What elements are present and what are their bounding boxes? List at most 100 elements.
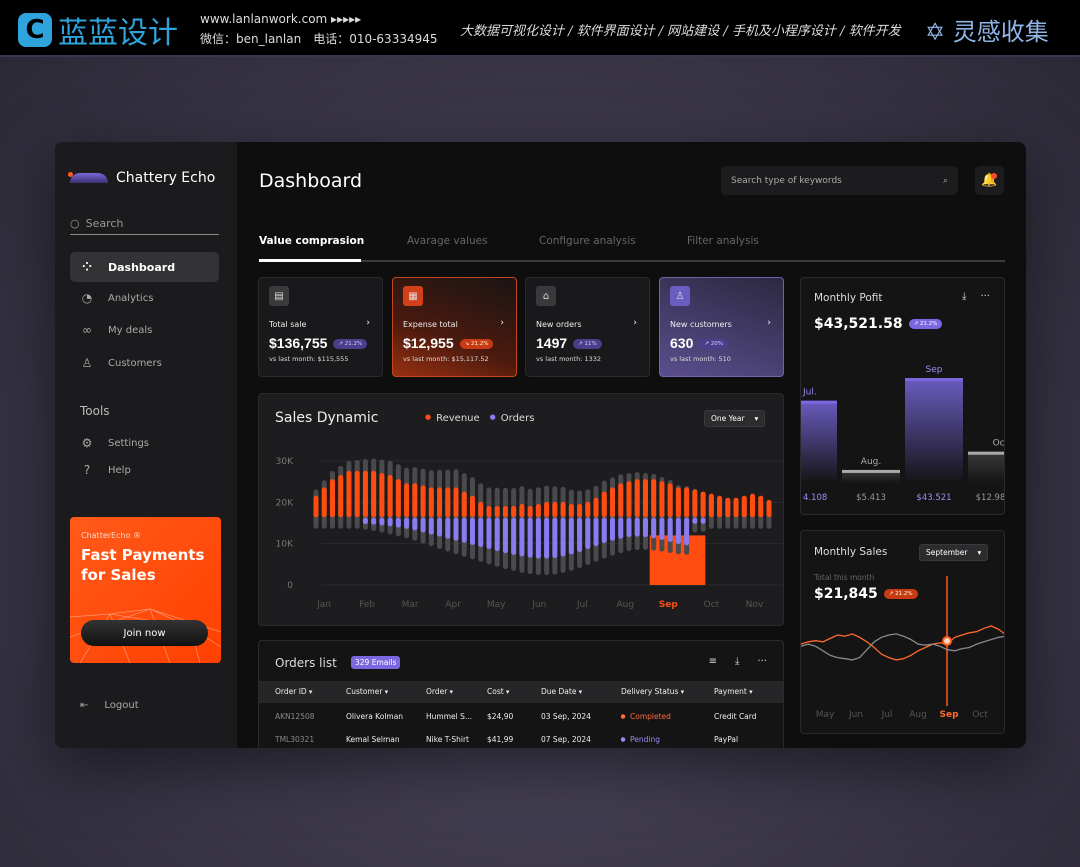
column-header[interactable]: Order <box>426 687 453 696</box>
profit-value-label: 4.108 <box>803 493 827 503</box>
chart-title: Sales Dynamic <box>275 410 379 426</box>
orders-list-card: Orders list 329 Emails ≡ ⤓ ··· Order ID Cus… <box>258 640 784 748</box>
sales-line-current <box>801 625 1004 661</box>
sidebar-item-customers[interactable]: ♙ Customers <box>70 348 219 378</box>
x-tick-label: Oct <box>972 710 988 720</box>
chart-legend: Revenue Orders <box>425 413 534 424</box>
y-tick-label: 30K <box>276 457 294 467</box>
filter-icon[interactable]: ≡ <box>708 656 718 667</box>
tab-average-values[interactable]: Avarage values <box>407 235 488 247</box>
pie-icon: ◔ <box>81 291 93 305</box>
profit-month-label: Sep <box>926 365 943 375</box>
kpi-change-badge: ↘ 21.2% <box>459 339 494 350</box>
kpi-change-badge: ↗ 20% <box>699 339 728 350</box>
deals-icon: ∞ <box>82 323 92 337</box>
more-icon[interactable]: ··· <box>980 291 990 302</box>
x-tick-label: Aug <box>909 710 927 720</box>
chevron-right-icon[interactable]: › <box>366 318 370 328</box>
table-cell: Hummel S... <box>426 712 472 721</box>
more-icon[interactable]: ··· <box>757 656 767 667</box>
sales-value: $21,845 ↗ 21.2% <box>814 586 918 602</box>
legend-revenue[interactable]: Revenue <box>425 413 480 424</box>
x-tick-label: Nov <box>746 600 764 610</box>
sidebar-item-analytics[interactable]: ◔ Analytics <box>70 283 219 313</box>
profit-bar-cap <box>968 451 1004 455</box>
user-icon: ♙ <box>670 286 690 306</box>
kpi-amount: 630 <box>670 335 694 351</box>
kpi-previous: vs last month: 510 <box>670 355 731 363</box>
column-header[interactable]: Cost <box>487 687 509 696</box>
legend-orders[interactable]: Orders <box>490 413 535 424</box>
sidebar-item-help[interactable]: ? Help <box>70 455 219 485</box>
tab-bar: Value comprasion Avarage values Configur… <box>259 232 1005 262</box>
table-cell: Kemal Selman <box>346 735 400 744</box>
search-input[interactable]: Search type of keywords ⌕ <box>721 166 958 195</box>
period-dropdown[interactable]: One Year ▾ <box>704 410 766 427</box>
profit-bar-cap <box>905 378 963 381</box>
column-header[interactable]: Customer <box>346 687 388 696</box>
kpi-card[interactable]: ▤ Total sale › $136,755 ↗ 21.2% vs last month… <box>258 277 383 377</box>
sidebar-item-settings[interactable]: ⚙ Settings <box>70 428 219 458</box>
users-icon: ♙ <box>81 356 93 370</box>
search-icon: ○ <box>70 216 80 230</box>
card-icon: ▤ <box>269 286 289 306</box>
column-header[interactable]: Payment <box>714 687 753 696</box>
x-tick-label: Oct <box>704 600 720 610</box>
sidebar-search-input[interactable]: ○ Search <box>70 212 219 235</box>
logout-button[interactable]: ⇤ Logout <box>80 700 139 711</box>
profit-bar[interactable] <box>842 469 900 483</box>
sidebar-item-dashboard[interactable]: ⁘ Dashboard <box>70 252 219 282</box>
chevron-right-icon[interactable]: › <box>633 318 637 328</box>
column-header[interactable]: Delivery Status <box>621 687 684 696</box>
chevron-right-icon[interactable]: › <box>500 318 504 328</box>
profit-amount: $43,521.58 <box>814 316 903 332</box>
kpi-card[interactable]: ▦ Expense total › $12,955 ↘ 21.2% vs last mon… <box>392 277 517 377</box>
month-dropdown[interactable]: September ▾ <box>919 544 989 561</box>
x-tick-label: Mar <box>402 600 419 610</box>
tab-value-comparison[interactable]: Value comprasion <box>259 235 365 247</box>
nav-label: Help <box>108 464 131 476</box>
kpi-card[interactable]: ⌂ New orders › 1497 ↗ 11% vs last month: 1332 <box>525 277 650 377</box>
promo-card: ChatterEcho ® Fast Payments for Sales Jo… <box>70 517 221 663</box>
highlight-point[interactable] <box>942 636 952 646</box>
promo-title: Fast Payments for Sales <box>81 546 205 584</box>
x-tick-label: Apr <box>445 600 461 610</box>
search-icon: ⌕ <box>942 175 948 186</box>
tools-heading: Tools <box>80 404 110 418</box>
table-cell: 07 Sep, 2024 <box>541 735 591 744</box>
kpi-change-badge: ↗ 11% <box>573 339 602 350</box>
calculator-icon: ▦ <box>403 286 423 306</box>
tab-configure-analysis[interactable]: Configure analysis <box>539 235 636 247</box>
kpi-amount: 1497 <box>536 335 568 351</box>
table-cell: Nike T-Shirt <box>426 735 469 744</box>
column-header[interactable]: Due Date <box>541 687 582 696</box>
sales-title: Monthly Sales <box>814 546 888 558</box>
banner-brand: ✡ 灵感收集 <box>925 18 1049 46</box>
table-cell: Pending <box>621 735 660 744</box>
orders-title: Orders list <box>275 656 337 670</box>
profit-bar[interactable] <box>905 378 963 483</box>
banner-url[interactable]: www.lanlanwork.com ▸▸▸▸▸ <box>200 12 362 26</box>
sidebar-item-my-deals[interactable]: ∞ My deals <box>70 315 219 345</box>
brand-logo-icon <box>68 172 108 183</box>
kpi-card[interactable]: ♙ New customers › 630 ↗ 20% vs last month: 51… <box>659 277 784 377</box>
top-banner: C 蓝蓝设计 www.lanlanwork.com ▸▸▸▸▸ 微信：ben_lan… <box>0 0 1080 57</box>
download-icon[interactable]: ⤓ <box>962 291 967 302</box>
kpi-label: Total sale <box>269 320 307 329</box>
profit-bar[interactable] <box>801 400 837 483</box>
column-header[interactable]: Order ID <box>275 687 312 696</box>
profit-month-label: Oct. <box>993 439 1005 449</box>
app-brand[interactable]: Chattery Echo <box>68 170 215 186</box>
orders-count-badge: 329 Emails <box>351 656 401 669</box>
join-now-button[interactable]: Join now <box>81 620 208 646</box>
notifications-button[interactable]: 🔔 <box>975 166 1004 195</box>
chevron-right-icon[interactable]: › <box>767 318 771 328</box>
sidebar: Chattery Echo ○ Search ⁘ Dashboard ◔ Analyt… <box>55 142 237 748</box>
notification-dot <box>991 173 997 179</box>
download-icon[interactable]: ⤓ <box>735 656 740 667</box>
banner-contact: 微信：ben_lanlan 电话：010-63334945 <box>200 32 438 46</box>
tab-filter-analysis[interactable]: Filter analysis <box>687 235 759 247</box>
x-tick-label: Aug <box>617 600 635 610</box>
profit-bar[interactable] <box>968 451 1005 483</box>
x-tick-label: Jun <box>848 710 863 720</box>
